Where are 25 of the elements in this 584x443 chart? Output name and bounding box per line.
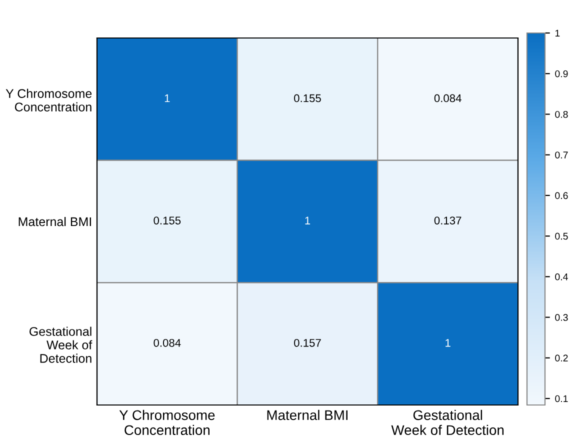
data-label: 1 xyxy=(446,339,450,347)
color-bar-label: 0.2 xyxy=(555,354,568,362)
data-label: 0.084 xyxy=(154,338,181,347)
data-label: 0.084 xyxy=(434,94,462,102)
x-tick-label: Y Chromosome Concentration xyxy=(119,410,215,436)
x-tick-label: Maternal BMI xyxy=(267,410,348,420)
data-label: 0.155 xyxy=(154,216,181,224)
data-label: 0.155 xyxy=(294,94,321,102)
color-bar-label: 0.1 xyxy=(555,395,568,402)
color-bar-label: 0.8 xyxy=(555,110,568,118)
data-label: 0.157 xyxy=(294,338,321,347)
color-bar-label: 0.4 xyxy=(555,273,568,280)
data-label: 0.137 xyxy=(434,216,462,224)
data-label: 1 xyxy=(164,94,170,102)
color-bar-label: 0.5 xyxy=(555,232,568,240)
y-tick-label: Gestational Week of Detection xyxy=(30,326,92,363)
data-label: 1 xyxy=(305,216,310,224)
color-bar-label: 0.6 xyxy=(555,192,568,200)
color-bar-label: 0.7 xyxy=(555,152,568,158)
y-tick-label: Maternal BMI xyxy=(18,216,91,226)
color-bar-label: 0.3 xyxy=(555,314,568,321)
color-bar-label: 1 xyxy=(555,30,560,37)
y-tick-label: Y Chromosome Concentration xyxy=(6,88,92,112)
color-bar-label: 0.9 xyxy=(555,70,568,78)
x-tick-label: Gestational Week of Detection xyxy=(391,410,504,436)
